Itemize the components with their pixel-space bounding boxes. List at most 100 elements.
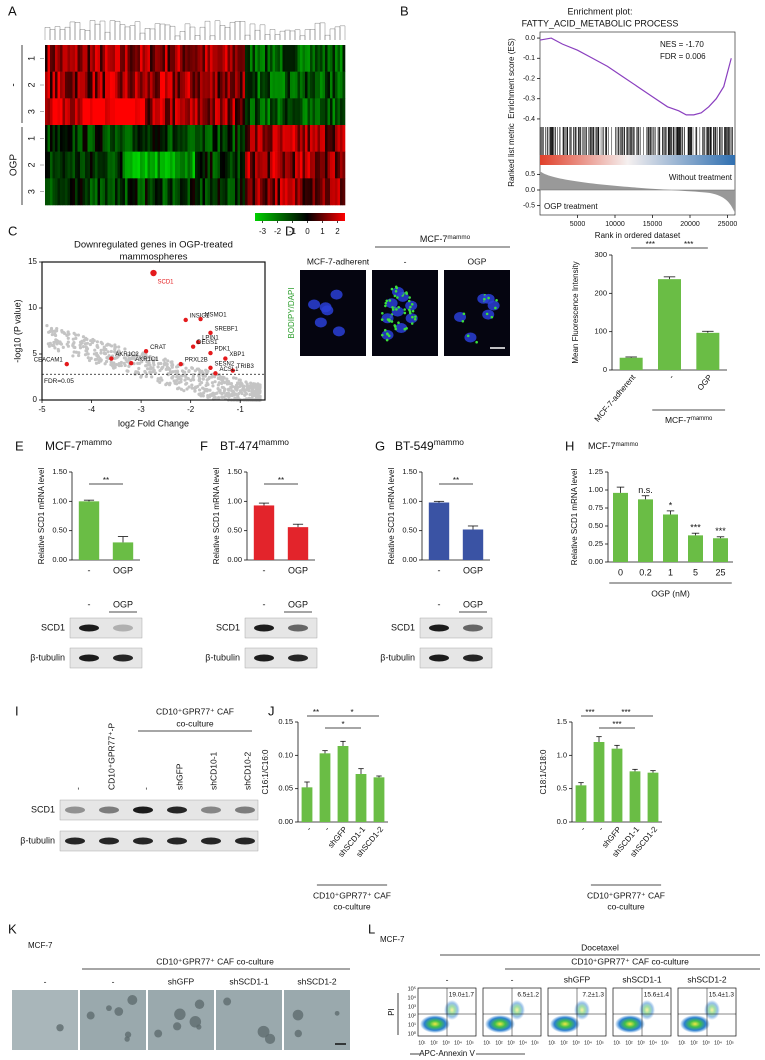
heatmap-cell [115,151,118,179]
colorbar-tick-label: -2 [274,227,282,236]
y-tick-label: 10⁵ [408,985,416,992]
dendrogram [44,27,51,40]
background-point [253,382,257,386]
heatmap-cell [340,178,343,206]
heatmap-cell [130,151,133,179]
heatmap-cell [340,98,343,126]
heatmap-cell [200,45,203,72]
heatmap-cell [317,98,321,126]
heatmap-cell [237,71,241,99]
dendrogram [239,21,246,40]
background-point [138,361,142,365]
heatmap-cell [197,98,201,126]
heatmap-cell [102,151,106,179]
heatmap-cell [47,151,51,179]
heatmap-cell [65,125,68,152]
heatmap-cell [290,45,293,72]
significance: *** [684,240,693,249]
heatmap-cell [317,178,321,206]
column-label: OGP [468,256,487,266]
heatmap-cell [137,151,141,179]
dendrogram [89,20,96,40]
heatmap-cell [197,151,201,179]
heatmap-cell [152,45,156,72]
heatmap-cell [110,178,113,206]
heatmap-cell [145,178,148,206]
dendrogram [114,21,121,40]
row-label: 2 [26,82,36,87]
background-point [221,379,225,383]
heatmap-cell [180,98,183,126]
background-point [185,381,189,385]
heatmap-cell [337,151,341,179]
sphere-image [12,990,78,1050]
panel-letter: K [8,921,17,936]
x-tick-label: MCF-7-adherent [593,372,638,423]
heatmap-cell [337,45,341,72]
heatmap-cell [205,178,208,206]
heatmap-cell [200,151,203,179]
heatmap-cell [175,98,178,126]
heatmap-cell [202,125,206,152]
heatmap-cell [217,125,221,152]
heatmap-cell [170,125,173,152]
dendrogram [54,26,61,40]
background-point [77,353,81,358]
dendrogram [214,20,221,40]
lipid-droplet [403,308,406,311]
heatmap-cell [75,178,78,206]
background-point [129,357,134,361]
chart-title: mammospheres [119,252,187,263]
heatmap-cell [207,151,211,179]
y-tick-label: 0.00 [52,555,67,564]
heatmap-cell [317,45,321,72]
heatmap-cell [260,45,263,72]
heatmap-cell [45,98,48,126]
heatmap-cell [162,178,166,206]
background-point [170,370,174,374]
background-point [119,363,123,368]
lipid-droplet [396,296,399,299]
heatmap-cell [262,71,266,99]
heatmap-cell [162,71,166,99]
significance: * [669,500,673,510]
heatmap-cell [172,98,176,126]
heatmap-cell [250,125,253,152]
heatmap-cell [255,98,258,126]
heatmap-cell [267,178,271,206]
heatmap-cell [297,98,301,126]
lane-label: - [72,787,82,790]
heatmap-cell [287,151,291,179]
heatmap-cell [210,71,213,99]
text-superscript: mammo [259,437,290,447]
nucleus [391,286,404,297]
heatmap-cell [67,71,71,99]
heatmap-cell [177,178,181,206]
western-blot [59,799,259,821]
heatmap-cell [257,151,261,179]
background-point [149,365,153,370]
dendrogram [194,35,201,40]
heatmap-cell [117,125,121,152]
heatmap-cell [267,71,271,99]
x-tick-label: - [667,373,676,381]
background-point [250,393,254,397]
lane-label: shCD10-1 [208,751,218,790]
heatmap-cell [70,125,73,152]
background-point [117,345,121,349]
western-blot [69,647,143,669]
heatmap-cell [220,178,223,206]
heatmap-cell [45,125,48,152]
background-point [227,395,231,399]
blot-band [288,624,308,632]
background-point [112,361,116,365]
heatmap-cell [67,125,71,152]
heatmap-cell [97,125,101,152]
heatmap-cell [250,45,253,72]
lipid-droplet [393,294,397,298]
heatmap-cell [242,125,246,152]
background-point [103,352,108,356]
heatmap-cell [182,178,186,206]
heatmap-cell [175,71,178,99]
dendrogram [244,34,251,40]
